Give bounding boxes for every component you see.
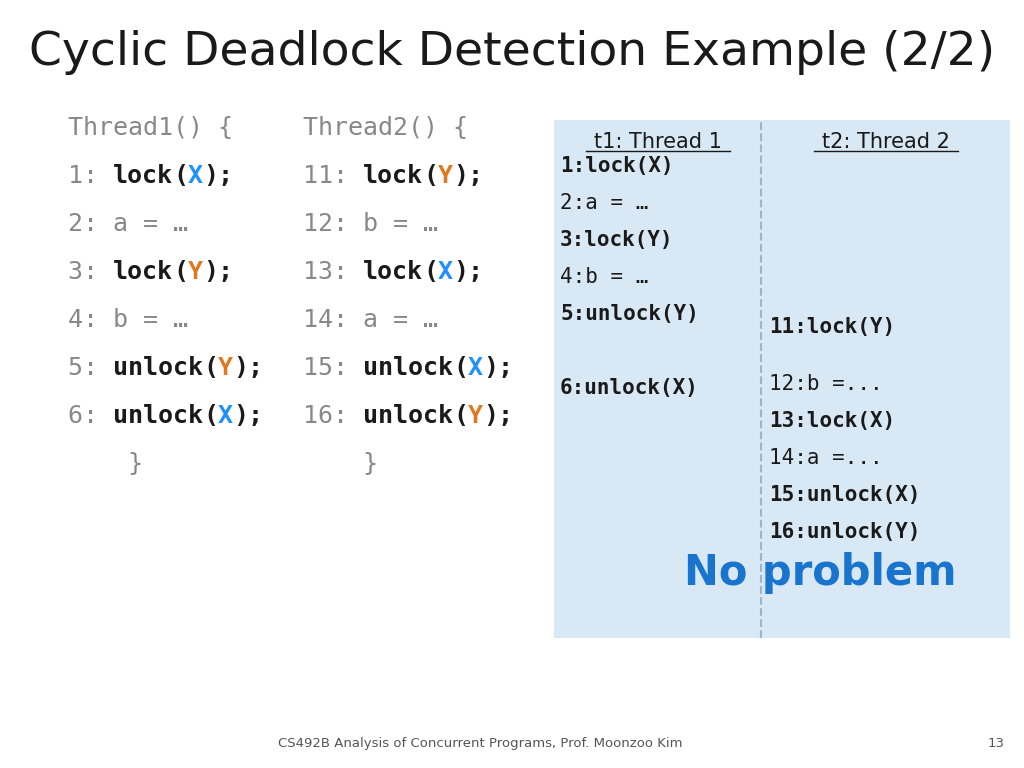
Text: X: X xyxy=(438,260,453,284)
Text: X: X xyxy=(218,404,233,428)
Text: 1:lock(X): 1:lock(X) xyxy=(560,156,674,176)
Text: 13:lock(X): 13:lock(X) xyxy=(769,412,895,432)
Text: lock: lock xyxy=(113,164,173,188)
Text: );: ); xyxy=(483,356,513,380)
Text: 11:: 11: xyxy=(303,164,362,188)
Text: );: ); xyxy=(233,356,263,380)
Text: unlock: unlock xyxy=(113,404,203,428)
Text: No problem: No problem xyxy=(684,552,956,594)
Text: 14:: 14: xyxy=(303,308,362,332)
Text: 16:unlock(Y): 16:unlock(Y) xyxy=(769,522,921,542)
Text: Y: Y xyxy=(188,260,203,284)
Text: t1: Thread 1: t1: Thread 1 xyxy=(594,132,722,152)
Text: 16:: 16: xyxy=(303,404,362,428)
Text: );: ); xyxy=(203,260,233,284)
Text: (: ( xyxy=(453,356,468,380)
Text: unlock: unlock xyxy=(113,356,203,380)
Text: 5:unlock(Y): 5:unlock(Y) xyxy=(560,304,698,324)
Text: 6:unlock(X): 6:unlock(X) xyxy=(560,378,698,398)
Text: 15:unlock(X): 15:unlock(X) xyxy=(769,485,921,505)
Text: 2:a = …: 2:a = … xyxy=(560,193,648,213)
Text: 12:b =...: 12:b =... xyxy=(769,374,883,394)
Text: b = …: b = … xyxy=(362,212,438,236)
Text: 4:b = …: 4:b = … xyxy=(560,267,648,287)
Text: );: ); xyxy=(453,164,483,188)
Text: Y: Y xyxy=(438,164,453,188)
Text: X: X xyxy=(188,164,203,188)
Text: }: } xyxy=(68,452,143,476)
Text: Thread1() {: Thread1() { xyxy=(68,116,233,140)
Text: );: ); xyxy=(203,164,233,188)
Text: }: } xyxy=(303,452,378,476)
Text: (: ( xyxy=(203,356,218,380)
Text: 15:: 15: xyxy=(303,356,362,380)
Text: );: ); xyxy=(483,404,513,428)
Text: 4:: 4: xyxy=(68,308,113,332)
Text: lock: lock xyxy=(113,260,173,284)
Text: lock: lock xyxy=(362,260,423,284)
Text: 3:lock(Y): 3:lock(Y) xyxy=(560,230,674,250)
Text: t2: Thread 2: t2: Thread 2 xyxy=(821,132,949,152)
Text: 14:a =...: 14:a =... xyxy=(769,449,883,468)
Text: 3:: 3: xyxy=(68,260,113,284)
Text: );: ); xyxy=(233,404,263,428)
Text: (: ( xyxy=(423,164,438,188)
Text: 1:: 1: xyxy=(68,164,113,188)
Text: X: X xyxy=(468,356,483,380)
Text: unlock: unlock xyxy=(362,404,453,428)
Text: Cyclic Deadlock Detection Example (2/2): Cyclic Deadlock Detection Example (2/2) xyxy=(29,30,995,75)
Text: 6:: 6: xyxy=(68,404,113,428)
Text: 13:: 13: xyxy=(303,260,362,284)
Text: );: ); xyxy=(453,260,483,284)
Text: (: ( xyxy=(173,164,188,188)
Text: 13: 13 xyxy=(988,737,1005,750)
Text: a = …: a = … xyxy=(362,308,438,332)
Text: (: ( xyxy=(453,404,468,428)
Text: b = …: b = … xyxy=(113,308,188,332)
Text: (: ( xyxy=(423,260,438,284)
Text: lock: lock xyxy=(362,164,423,188)
Text: unlock: unlock xyxy=(362,356,453,380)
Text: a = …: a = … xyxy=(113,212,188,236)
Text: (: ( xyxy=(173,260,188,284)
Text: CS492B Analysis of Concurrent Programs, Prof. Moonzoo Kim: CS492B Analysis of Concurrent Programs, … xyxy=(278,737,682,750)
Text: 12:: 12: xyxy=(303,212,362,236)
Text: 5:: 5: xyxy=(68,356,113,380)
Text: Y: Y xyxy=(218,356,233,380)
Text: 2:: 2: xyxy=(68,212,113,236)
Bar xyxy=(554,120,1010,638)
Text: Y: Y xyxy=(468,404,483,428)
Text: (: ( xyxy=(203,404,218,428)
Text: Thread2() {: Thread2() { xyxy=(303,116,468,140)
Text: 11:lock(Y): 11:lock(Y) xyxy=(769,317,895,337)
